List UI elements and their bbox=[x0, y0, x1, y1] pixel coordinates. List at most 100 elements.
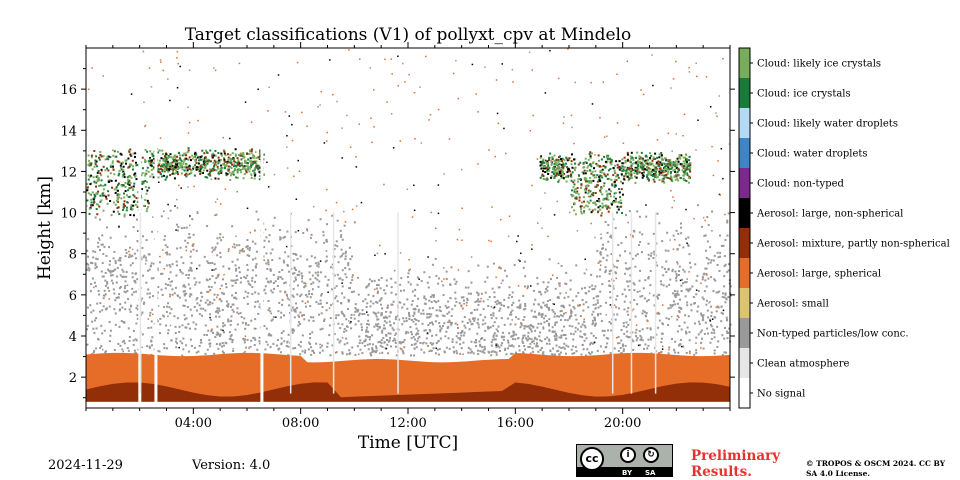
ice-cloud-pixel bbox=[167, 170, 170, 173]
ice-cloud-pixel bbox=[232, 173, 235, 176]
ice-cloud-pixel bbox=[610, 178, 613, 181]
noise-speckle bbox=[222, 136, 224, 139]
non-typed-particle bbox=[403, 303, 406, 306]
noise-speckle bbox=[378, 244, 381, 247]
noise-speckle bbox=[360, 201, 363, 204]
non-typed-particle bbox=[386, 343, 389, 346]
non-typed-particle bbox=[108, 305, 111, 308]
non-typed-particle bbox=[476, 332, 479, 335]
non-typed-particle bbox=[628, 267, 631, 270]
non-typed-particle bbox=[89, 261, 92, 264]
non-typed-particle bbox=[408, 313, 411, 316]
non-typed-particle bbox=[326, 342, 329, 345]
ice-cloud-pixel bbox=[640, 164, 643, 167]
non-typed-particle bbox=[379, 287, 382, 290]
non-typed-particle bbox=[548, 308, 551, 311]
non-typed-particle bbox=[333, 247, 336, 250]
non-typed-particle bbox=[660, 283, 663, 286]
non-typed-particle bbox=[136, 314, 139, 317]
non-typed-particle bbox=[385, 310, 388, 313]
ice-cloud-pixel bbox=[101, 192, 104, 195]
non-typed-particle bbox=[96, 302, 99, 305]
ice-cloud-pixel bbox=[175, 161, 178, 164]
non-typed-particle bbox=[721, 353, 724, 356]
non-typed-particle bbox=[417, 332, 420, 335]
noise-speckle bbox=[717, 160, 719, 162]
noise-speckle bbox=[531, 248, 533, 250]
non-typed-particle bbox=[532, 303, 535, 306]
non-typed-particle bbox=[583, 286, 586, 289]
non-typed-particle bbox=[268, 234, 271, 237]
non-typed-particle bbox=[716, 263, 719, 266]
ice-cloud-pixel bbox=[603, 182, 606, 185]
ice-cloud-pixel bbox=[209, 174, 212, 177]
non-typed-particle bbox=[503, 323, 506, 326]
ice-cloud-pixel bbox=[130, 176, 133, 179]
non-typed-particle bbox=[658, 312, 661, 315]
ice-cloud-pixel bbox=[680, 154, 683, 157]
non-typed-particle bbox=[700, 312, 703, 315]
noise-speckle bbox=[325, 250, 328, 252]
noise-speckle bbox=[277, 74, 280, 76]
ice-cloud-pixel bbox=[114, 179, 117, 182]
non-typed-particle bbox=[301, 280, 304, 283]
non-typed-particle bbox=[224, 283, 227, 286]
non-typed-particle bbox=[497, 286, 500, 289]
non-typed-particle bbox=[509, 311, 512, 314]
ice-cloud-pixel bbox=[672, 169, 675, 172]
non-typed-particle bbox=[413, 312, 416, 315]
non-typed-particle bbox=[546, 305, 549, 308]
non-typed-particle bbox=[198, 304, 201, 307]
non-typed-particle bbox=[151, 308, 154, 311]
ice-cloud-pixel bbox=[217, 152, 220, 155]
ice-cloud-pixel bbox=[100, 155, 103, 158]
non-typed-particle bbox=[536, 282, 539, 285]
ice-cloud-pixel bbox=[182, 162, 185, 165]
non-typed-particle bbox=[649, 328, 652, 331]
ice-cloud-pixel bbox=[86, 186, 89, 189]
non-typed-particle bbox=[638, 231, 641, 234]
ice-cloud-pixel bbox=[639, 156, 642, 159]
non-typed-particle bbox=[98, 293, 101, 296]
non-typed-particle bbox=[195, 309, 198, 312]
ice-cloud-pixel bbox=[633, 161, 636, 164]
x-tick-label: 08:00 bbox=[282, 416, 319, 431]
non-typed-particle bbox=[263, 325, 266, 328]
ice-cloud-pixel bbox=[614, 183, 617, 186]
non-typed-particle bbox=[416, 276, 419, 279]
ice-cloud-pixel bbox=[99, 184, 102, 187]
non-typed-particle bbox=[343, 224, 346, 227]
ice-cloud-pixel bbox=[619, 180, 622, 183]
ice-cloud-pixel bbox=[640, 157, 643, 160]
ice-cloud-pixel bbox=[178, 154, 181, 157]
ice-cloud-pixel bbox=[554, 174, 557, 177]
non-typed-particle bbox=[325, 259, 328, 262]
noise-speckle bbox=[298, 170, 301, 173]
ice-cloud-pixel bbox=[646, 175, 649, 178]
non-typed-particle bbox=[696, 274, 699, 277]
non-typed-particle bbox=[375, 287, 378, 290]
non-typed-particle bbox=[222, 293, 225, 296]
non-typed-particle bbox=[707, 316, 710, 319]
non-typed-particle bbox=[246, 274, 249, 277]
ice-cloud-pixel bbox=[165, 165, 168, 168]
ice-cloud-pixel bbox=[660, 162, 663, 165]
ice-cloud-pixel bbox=[128, 184, 131, 187]
ice-cloud-pixel bbox=[144, 198, 147, 201]
ice-cloud-pixel bbox=[202, 172, 205, 175]
non-typed-particle bbox=[415, 327, 418, 330]
non-typed-particle bbox=[427, 316, 430, 319]
ice-cloud-pixel bbox=[563, 159, 566, 162]
noise-speckle bbox=[348, 320, 350, 322]
ice-cloud-pixel bbox=[198, 167, 201, 170]
noise-speckle bbox=[693, 217, 695, 220]
non-typed-particle bbox=[131, 254, 134, 257]
non-typed-particle bbox=[684, 295, 687, 298]
non-typed-particle bbox=[577, 322, 580, 325]
non-typed-particle bbox=[340, 310, 343, 313]
non-typed-particle bbox=[221, 291, 224, 294]
ice-cloud-pixel bbox=[540, 175, 543, 178]
non-typed-particle bbox=[402, 317, 405, 320]
non-typed-particle bbox=[368, 283, 371, 286]
noise-speckle bbox=[257, 88, 259, 91]
